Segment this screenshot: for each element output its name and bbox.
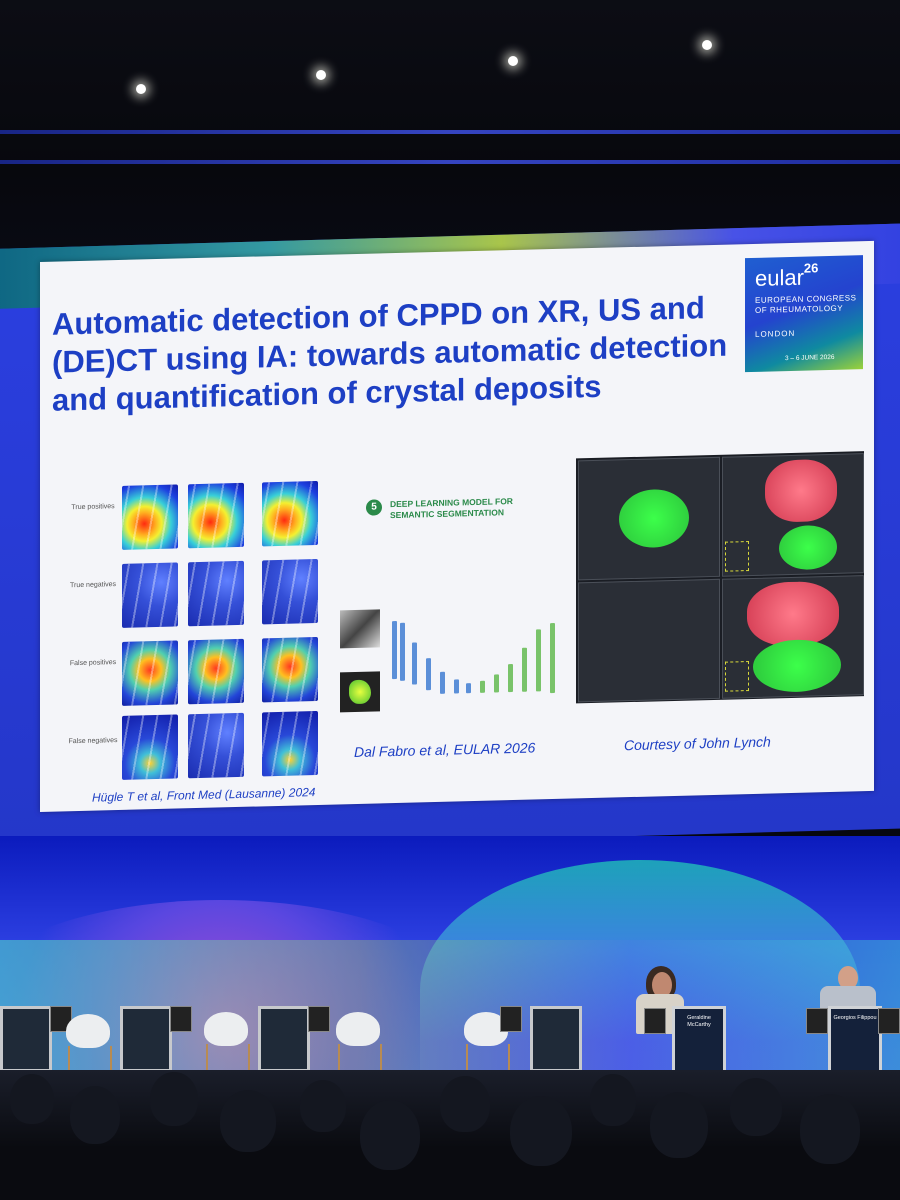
- citation-middle: Dal Fabro et al, EULAR 2026: [354, 739, 536, 761]
- heatmap-thumbnail: [122, 484, 178, 550]
- lighting-truss: [0, 130, 900, 134]
- logo-dates: 3 – 6 JUNE 2026: [785, 353, 835, 363]
- ct-coronal-view: [722, 453, 864, 577]
- nameplate-name: Geraldine McCarthy: [687, 1015, 711, 1028]
- ct-segmentation-images: [576, 451, 864, 704]
- presentation-slide: Automatic detection of CPPD on XR, US an…: [40, 240, 874, 812]
- stage-screen: [170, 1006, 192, 1032]
- audience-head: [590, 1074, 636, 1126]
- stage-monitor: [0, 1006, 52, 1072]
- logo-city: LONDON: [755, 328, 796, 339]
- audience-head: [150, 1072, 198, 1126]
- audience-head: [510, 1096, 572, 1166]
- ct-sagittal-view: [722, 575, 864, 699]
- heatmap-thumbnail: [188, 560, 244, 627]
- heatmap-thumbnail: [188, 482, 244, 549]
- audience-head: [360, 1100, 420, 1170]
- slide-title: Automatic detection of CPPD on XR, US an…: [52, 290, 728, 418]
- audience-head: [220, 1090, 276, 1152]
- stage-screen: [878, 1008, 900, 1034]
- audience-silhouettes: [0, 1070, 900, 1200]
- audience-head: [440, 1076, 490, 1132]
- stage-screen: [806, 1008, 828, 1034]
- ct-axial-view: [578, 456, 720, 581]
- nameplate-lectern: Geraldine McCarthy: [672, 1006, 726, 1074]
- audience-head: [300, 1080, 346, 1132]
- audience-head: [730, 1078, 782, 1136]
- citation-left: Hügle T et al, Front Med (Lausanne) 2024: [92, 785, 316, 805]
- ct-empty-view: [578, 578, 720, 703]
- stage-chair: [66, 1014, 110, 1048]
- heatmap-thumbnail: [188, 712, 244, 779]
- stage-screen: [500, 1006, 522, 1032]
- heatmap-thumbnail: [122, 640, 178, 706]
- unet-architecture-diagram: [336, 599, 571, 725]
- stage-spotlight: [702, 40, 712, 50]
- heatmap-thumbnail: [262, 558, 318, 625]
- step-label: DEEP LEARNING MODEL FOR SEMANTIC SEGMENT…: [390, 496, 513, 521]
- nameplate-lectern: Georgios Filippou: [828, 1006, 882, 1074]
- stage-monitor: [530, 1006, 582, 1072]
- nameplate-name: Georgios Filippou: [833, 1015, 877, 1021]
- logo-brand: eular: [755, 264, 804, 291]
- logo-edition: 26: [803, 260, 819, 276]
- audience-head: [650, 1092, 708, 1158]
- heatmap-thumbnail: [262, 636, 318, 703]
- stage-monitor: [258, 1006, 310, 1072]
- xray-heatmap-grid: True positives True negatives False posi…: [64, 475, 332, 782]
- stage-chair: [336, 1012, 380, 1046]
- heatmap-thumbnail: [122, 714, 178, 780]
- logo-subtitle: EUROPEAN CONGRESS OF RHEUMATOLOGY: [755, 293, 857, 315]
- stage-spotlight: [316, 70, 326, 80]
- speaker-head: [838, 966, 858, 990]
- audience-head: [800, 1094, 860, 1164]
- heatmap-thumbnail: [188, 638, 244, 705]
- audience-head: [10, 1074, 54, 1124]
- step-number-badge: 5: [366, 499, 382, 516]
- audience-head: [70, 1086, 120, 1144]
- speaker-head: [652, 972, 672, 998]
- stage-screen: [644, 1008, 666, 1034]
- row-label-true-positives: True positives: [71, 503, 115, 512]
- stage-spotlight: [508, 56, 518, 66]
- eular-congress-logo: eular26 EUROPEAN CONGRESS OF RHEUMATOLOG…: [745, 255, 863, 373]
- stage-monitor: [120, 1006, 172, 1072]
- row-label-false-positives: False positives: [69, 659, 117, 668]
- heatmap-thumbnail: [262, 480, 318, 547]
- stage-chair: [204, 1012, 248, 1046]
- stage-spotlight: [136, 84, 146, 94]
- row-label-true-negatives: True negatives: [69, 581, 117, 590]
- citation-right: Courtesy of John Lynch: [624, 733, 771, 754]
- heatmap-thumbnail: [122, 562, 178, 628]
- lighting-truss: [0, 160, 900, 164]
- stage-screen: [308, 1006, 330, 1032]
- heatmap-thumbnail: [262, 710, 318, 777]
- row-label-false-negatives: False negatives: [68, 737, 118, 746]
